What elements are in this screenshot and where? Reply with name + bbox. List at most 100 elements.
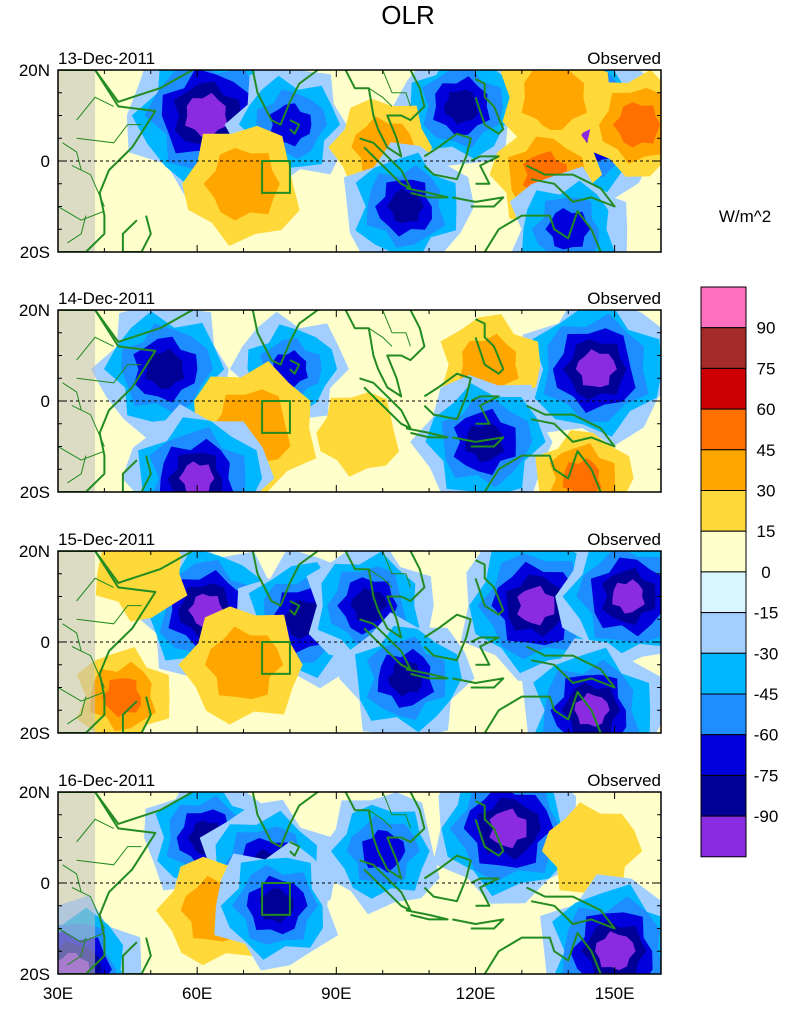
coastline [289,119,301,135]
y-tick-label: 0 [41,152,50,171]
colorbar-label: -60 [754,726,779,745]
coastline [470,636,500,666]
coastline [483,210,602,252]
olr-contour [545,208,590,250]
colorbar-swatch [700,490,747,532]
coastline [289,600,301,616]
coastline [474,800,505,857]
panels: 20N 0 20S 13-Dec-2011 Observed 20N 0 20S 14-Dec-… [19,49,662,984]
olr-contour [178,461,215,492]
olr-contour [316,392,400,477]
olr-contour [612,579,645,614]
borders [58,537,411,725]
coastline [225,70,319,126]
olr-contour [575,349,617,388]
region-box [261,641,291,675]
colorbar-swatch [700,571,747,614]
coastline [405,427,449,439]
country-border [71,646,105,688]
olr-contour [387,188,424,224]
panel-date: 15-Dec-2011 [58,530,155,549]
coastline [526,164,616,208]
colorbar-label: -90 [754,807,779,826]
olr-contour [362,829,406,873]
colorbar-label: 75 [757,359,776,378]
country-border [76,364,142,384]
coastline [121,937,152,974]
coastline [225,551,319,607]
country-border [62,382,82,411]
y-tick-label: 20S [20,965,50,984]
colorbar-label: -15 [754,604,779,623]
colorbar-label: -30 [754,644,779,663]
country-border [76,96,114,121]
olr-contour [521,70,587,131]
country-border [76,605,142,625]
y-tick-label: 0 [41,633,50,652]
country-border [58,446,105,461]
country-border [58,206,105,221]
coastline [452,677,505,689]
y-tick-label: 20N [19,301,50,320]
coastline [423,372,472,421]
olr-contour [465,421,505,463]
country-border [382,70,411,107]
borders [58,296,411,484]
olr-contour [595,931,636,971]
coastlines [58,551,616,733]
coastlines [58,310,616,492]
colorbar-swatch [700,652,747,695]
panel-source-label: Observed [587,289,661,308]
country-border [327,537,346,546]
colorbar-swatch [700,774,747,817]
country-border [76,846,142,866]
coastline [405,668,449,680]
coastline [289,359,301,375]
colorbar-label: 15 [757,522,776,541]
y-tick-label: 20S [20,724,50,743]
coastline [483,450,602,492]
coastline [121,455,152,492]
country-border [76,577,114,602]
country-border [327,296,346,305]
coastline [405,909,449,921]
country-border [76,124,142,144]
panel-1: 20N 0 20S 13-Dec-2011 Observed [19,49,662,262]
colorbar-swatch [700,449,747,491]
colorbar-swatch [700,734,747,776]
coastline [526,886,616,930]
coastline [94,551,193,584]
region-box [261,882,291,916]
x-tick-label: 60E [182,984,212,1003]
x-tick-label: 30E [43,984,73,1003]
coastline [483,691,602,733]
country-border [62,623,82,652]
y-tick-label: 0 [41,392,50,411]
x-axis-ticks: 30E 60E 90E 120E 150E [43,984,635,1003]
coastline [58,551,157,733]
colorbar-label: -75 [754,766,779,785]
coastline [344,310,426,398]
olr-field [58,537,661,733]
olr-contour [350,587,388,622]
country-border [327,778,346,787]
borders [58,778,411,966]
country-border [368,87,393,107]
panel-source-label: Observed [587,530,661,549]
colorbar-swatch [700,815,747,858]
colorbar-swatch [700,612,747,654]
coastline [483,932,602,974]
olr-contour [203,147,280,221]
olr-field [58,778,661,974]
panel-3: 20N 0 20S 15-Dec-2011 Observed [19,530,662,743]
coastline [452,436,505,448]
country-border [368,809,393,829]
coastline [225,310,319,366]
olr-contour [612,102,661,148]
coastline [58,310,157,492]
coastline [452,196,505,208]
panel-2: 20N 0 20S 14-Dec-2011 Observed [19,289,662,502]
olr-contour [185,92,228,137]
y-tick-label: 20N [19,61,50,80]
coastline [94,70,193,103]
